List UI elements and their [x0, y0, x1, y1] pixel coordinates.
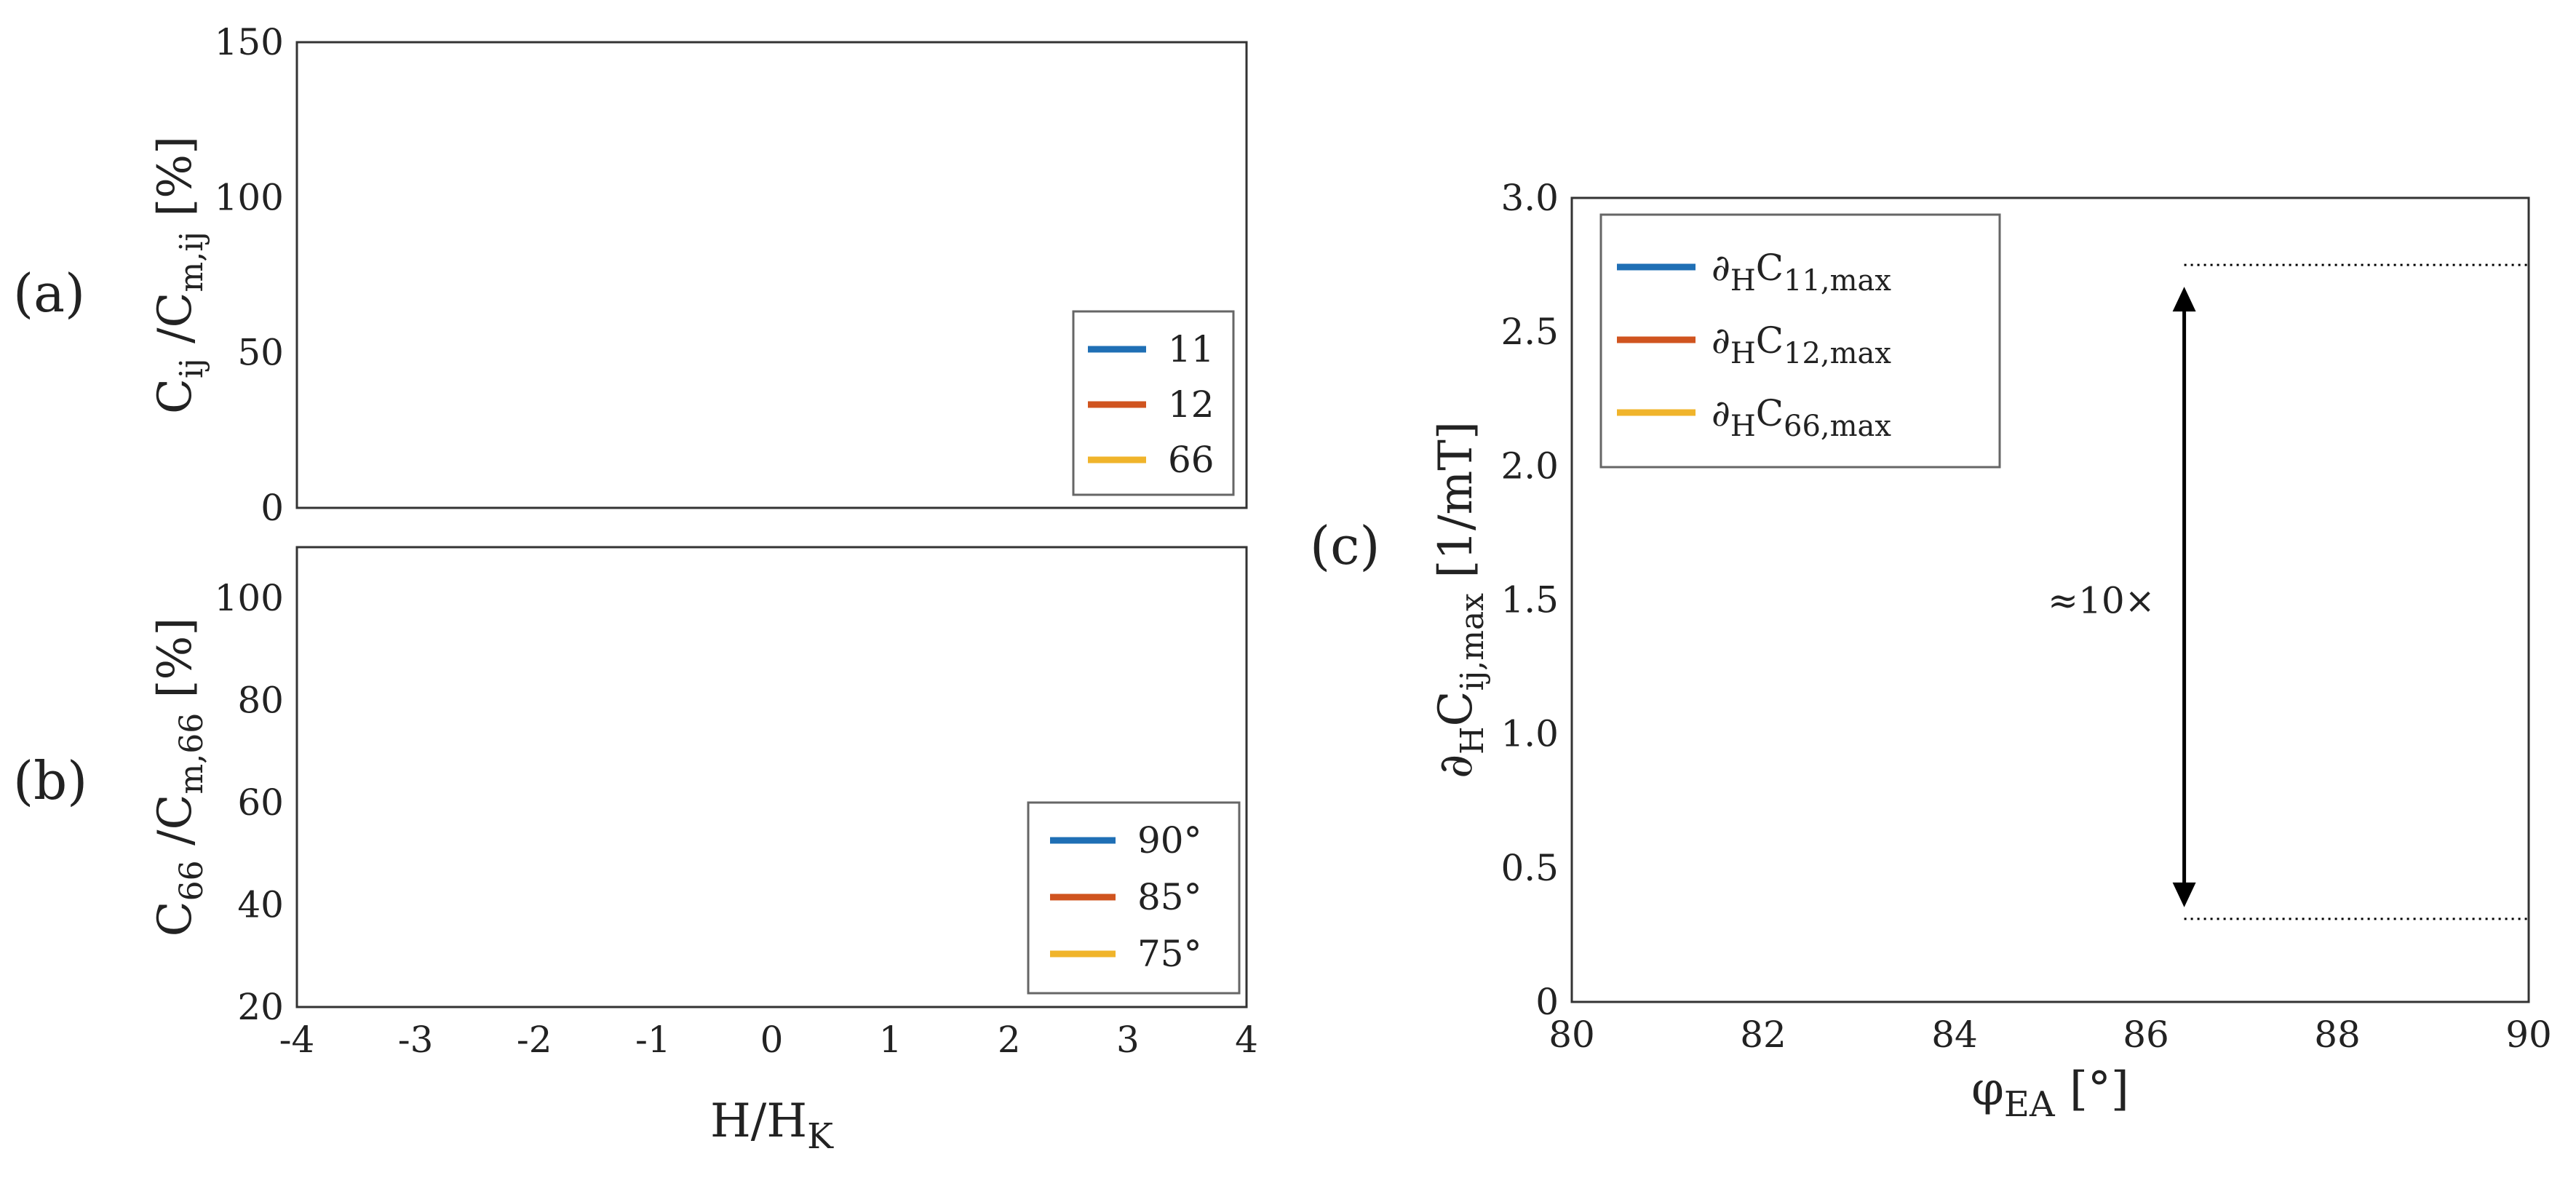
y-tick-label: 1.0	[1500, 713, 1559, 755]
legend-main: C	[1756, 247, 1784, 289]
x-label-sub: K	[807, 1116, 834, 1157]
panel-label-c: (c)	[1310, 515, 1380, 576]
y-tick-label: 40	[237, 884, 284, 926]
x-tick-label: 3	[1116, 1019, 1140, 1061]
panel-label-b: (b)	[13, 750, 87, 811]
ratio-annotation: ≈10×	[2048, 580, 2155, 622]
legend-label: 85°	[1137, 876, 1202, 918]
legend-main: C	[1756, 392, 1784, 434]
x-axis-label: φEA [°]	[1971, 1062, 2129, 1125]
legend-pre: ∂	[1712, 319, 1730, 362]
legend-label: ∂HC66,max	[1712, 392, 1891, 443]
y-tick-label: 0	[261, 487, 284, 529]
legend-label: 66	[1168, 439, 1215, 481]
arrow-head-up	[2172, 287, 2196, 312]
y-label-mid: C	[1429, 691, 1483, 726]
y-label-unit: [%]	[148, 136, 202, 231]
x-label-main: H/H	[710, 1094, 807, 1148]
x-tick-label: 2	[998, 1019, 1021, 1061]
y-tick-label: 150	[215, 21, 284, 63]
panel-c: 80 82 84 86 88 9000.51.01.52.02.53.0≈10×∂HC11…	[1310, 177, 2552, 1125]
y-label-sub1: H	[1454, 726, 1491, 754]
x-tick-label: 88	[2314, 1014, 2361, 1056]
y-label-unit: [1/mT]	[1429, 421, 1483, 593]
legend-sub1: H	[1730, 337, 1756, 370]
y-label-sub1: 66	[173, 860, 210, 901]
panel-label-a: (a)	[13, 263, 85, 324]
y-tick-label: 0	[1535, 981, 1559, 1023]
y-label-sub1: ij	[173, 358, 210, 378]
legend-sub2: 11,max	[1784, 264, 1891, 298]
y-label-sub2: m,66	[173, 713, 210, 795]
y-tick-label: 100	[215, 577, 284, 619]
legend-pre: ∂	[1712, 247, 1730, 289]
y-label-main: C	[148, 378, 202, 414]
y-tick-label: 100	[215, 176, 284, 218]
x-axis-label: H/HK	[710, 1094, 834, 1157]
y-axis-label: ∂HCij,max [1/mT]	[1429, 421, 1491, 779]
x-tick-label: -3	[398, 1019, 434, 1061]
x-tick-label: -1	[635, 1019, 671, 1061]
x-tick-label: 90	[2505, 1014, 2552, 1056]
y-tick-label: 0.5	[1500, 847, 1559, 889]
legend-label: ∂HC12,max	[1712, 319, 1891, 370]
y-tick-label: 1.5	[1500, 579, 1559, 621]
legend-sub2: 66,max	[1784, 410, 1891, 443]
legend-sub1: H	[1730, 264, 1756, 298]
y-tick-label: 2.5	[1500, 311, 1559, 353]
legend-label: ∂HC11,max	[1712, 247, 1891, 298]
y-label-sub2: ij,max	[1454, 593, 1491, 691]
legend-sub1: H	[1730, 410, 1756, 443]
legend-main: C	[1756, 319, 1784, 362]
y-label-unit: [%]	[148, 618, 202, 713]
panel-a: 0 50 100 150 11 12 66 Cij /Cm,ij [%] (a)	[13, 21, 1248, 529]
y-tick-label: 2.0	[1500, 445, 1559, 487]
x-tick-label: 80	[1549, 1014, 1595, 1056]
y-label-mid: /C	[148, 292, 202, 358]
y-label-sub2: m,ij	[173, 231, 210, 292]
x-tick-label: 82	[1740, 1014, 1786, 1056]
legend-label: 12	[1168, 383, 1215, 426]
x-tick-label: 4	[1235, 1019, 1258, 1061]
x-tick-label: 1	[879, 1019, 902, 1061]
y-tick-label: 20	[237, 986, 284, 1028]
legend-label: 11	[1168, 328, 1215, 370]
x-tick-label: -2	[517, 1019, 552, 1061]
y-label-mid: /C	[148, 794, 202, 860]
arrow-head-down	[2172, 882, 2196, 907]
y-tick-label: 3.0	[1500, 177, 1559, 219]
legend-label: 90°	[1137, 819, 1202, 861]
x-tick-label: 86	[2123, 1014, 2169, 1056]
y-tick-label: 50	[237, 332, 284, 374]
y-label-main: ∂	[1429, 755, 1483, 779]
x-tick-label: 84	[1931, 1014, 1978, 1056]
x-label-sub: EA	[2004, 1084, 2056, 1125]
legend-pre: ∂	[1712, 392, 1730, 434]
legend-sub2: 12,max	[1784, 337, 1891, 370]
x-tick-label: 0	[760, 1019, 784, 1061]
x-label-unit: [°]	[2055, 1062, 2129, 1116]
panel-b: -4 -3 -2 -1 0 1 2 3 4 20 40 60 80 100 90° 85° 75° C66 /Cm…	[13, 546, 1258, 1157]
y-tick-label: 80	[237, 680, 284, 722]
y-axis-label: C66 /Cm,66 [%]	[148, 618, 210, 937]
x-label-main: φ	[1971, 1062, 2004, 1116]
y-label-main: C	[148, 901, 202, 936]
x-tick-label: -4	[279, 1019, 315, 1061]
y-tick-label: 60	[237, 781, 284, 824]
legend-label: 75°	[1137, 933, 1202, 975]
y-axis-label: Cij /Cm,ij [%]	[148, 136, 210, 414]
